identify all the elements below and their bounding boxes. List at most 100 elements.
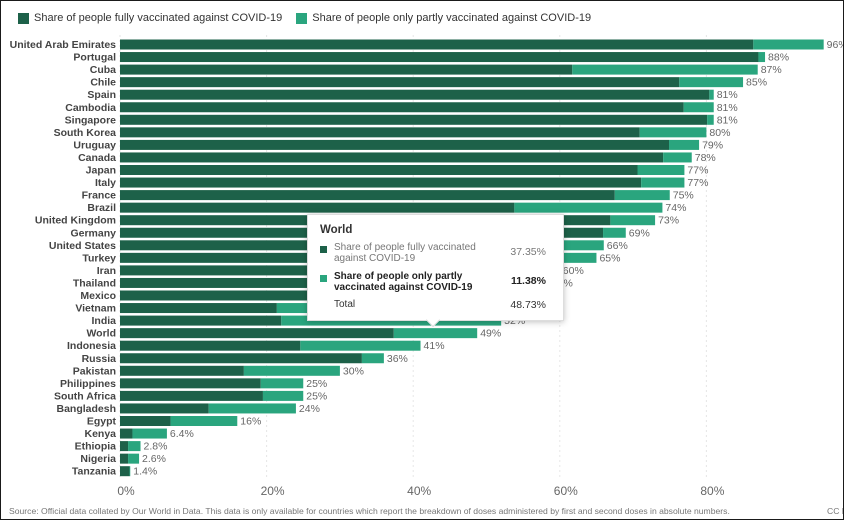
bar-partly-vaccinated[interactable] bbox=[132, 428, 167, 439]
bar-partly-vaccinated[interactable] bbox=[262, 390, 304, 401]
category-label: Mexico bbox=[80, 290, 116, 302]
bar-fully-vaccinated[interactable] bbox=[120, 102, 684, 113]
bar-partly-vaccinated[interactable] bbox=[243, 365, 340, 376]
x-tick-label: 40% bbox=[407, 484, 431, 498]
bar-partly-vaccinated[interactable] bbox=[669, 139, 700, 150]
legend-swatch-partly bbox=[296, 12, 308, 24]
category-label: Egypt bbox=[87, 416, 117, 428]
bar-fully-vaccinated[interactable] bbox=[120, 441, 129, 452]
bar-fully-vaccinated[interactable] bbox=[120, 265, 421, 276]
bar-fully-vaccinated[interactable] bbox=[120, 290, 472, 301]
bar-partly-vaccinated[interactable] bbox=[683, 102, 714, 113]
legend-swatch-fully bbox=[18, 12, 29, 24]
data-label: 49% bbox=[480, 328, 501, 340]
tooltip-total-label: Total bbox=[334, 299, 356, 310]
x-tick-label: 20% bbox=[261, 484, 285, 498]
category-label: Indonesia bbox=[67, 340, 116, 352]
bar-fully-vaccinated[interactable] bbox=[120, 353, 362, 364]
bar-partly-vaccinated[interactable] bbox=[260, 378, 304, 389]
bar-fully-vaccinated[interactable] bbox=[120, 202, 515, 213]
bar-fully-vaccinated[interactable] bbox=[120, 52, 759, 63]
bar-fully-vaccinated[interactable] bbox=[120, 77, 680, 88]
bar-fully-vaccinated[interactable] bbox=[120, 114, 708, 125]
legend-item-fully[interactable]: Share of people fully vaccinated against… bbox=[18, 12, 282, 24]
bar-fully-vaccinated[interactable] bbox=[120, 64, 573, 75]
category-label: Tanzania bbox=[72, 466, 116, 478]
data-label: 25% bbox=[306, 390, 327, 402]
bar-fully-vaccinated[interactable] bbox=[120, 378, 261, 389]
category-label: United Kingdom bbox=[35, 215, 116, 227]
bar-partly-vaccinated[interactable] bbox=[541, 252, 597, 263]
bar-partly-vaccinated[interactable] bbox=[208, 403, 296, 414]
category-label: Japan bbox=[86, 165, 116, 177]
category-label: India bbox=[91, 315, 116, 327]
bar-partly-vaccinated[interactable] bbox=[545, 240, 604, 251]
bar-partly-vaccinated[interactable] bbox=[603, 227, 626, 238]
bar-fully-vaccinated[interactable] bbox=[120, 390, 263, 401]
bar-partly-vaccinated[interactable] bbox=[393, 328, 478, 339]
bar-partly-vaccinated[interactable] bbox=[614, 190, 670, 201]
data-label: 77% bbox=[687, 177, 708, 189]
bar-fully-vaccinated[interactable] bbox=[120, 303, 277, 314]
data-label: 30% bbox=[343, 365, 364, 377]
bar-fully-vaccinated[interactable] bbox=[120, 416, 171, 426]
tooltip-total-value: 48.73% bbox=[510, 299, 546, 311]
category-label: Russia bbox=[82, 353, 117, 365]
category-label: Philippines bbox=[60, 378, 116, 390]
bar-partly-vaccinated[interactable] bbox=[300, 340, 421, 351]
bar-partly-vaccinated[interactable] bbox=[663, 152, 692, 163]
bar-fully-vaccinated[interactable] bbox=[120, 190, 615, 201]
category-label: Turkey bbox=[82, 252, 116, 264]
tooltip-value-partly: 11.38% bbox=[510, 275, 546, 287]
data-label: 78% bbox=[695, 152, 716, 164]
data-label: 60% bbox=[563, 265, 584, 277]
bar-fully-vaccinated[interactable] bbox=[120, 453, 129, 464]
bar-partly-vaccinated[interactable] bbox=[128, 441, 141, 452]
category-label: Canada bbox=[78, 152, 116, 164]
bar-partly-vaccinated[interactable] bbox=[129, 466, 131, 477]
data-label: 88% bbox=[768, 52, 789, 64]
bar-partly-vaccinated[interactable] bbox=[707, 114, 714, 125]
bar-partly-vaccinated[interactable] bbox=[641, 177, 685, 188]
bar-fully-vaccinated[interactable] bbox=[120, 127, 640, 138]
bar-partly-vaccinated[interactable] bbox=[514, 202, 663, 213]
data-label: 81% bbox=[717, 102, 738, 114]
data-label: 73% bbox=[658, 215, 679, 227]
legend-item-partly[interactable]: Share of people only partly vaccinated a… bbox=[296, 12, 591, 24]
bar-fully-vaccinated[interactable] bbox=[120, 315, 282, 326]
bar-fully-vaccinated[interactable] bbox=[120, 89, 710, 100]
bar-partly-vaccinated[interactable] bbox=[639, 127, 707, 138]
category-label: Cambodia bbox=[65, 102, 116, 114]
bar-partly-vaccinated[interactable] bbox=[679, 77, 744, 88]
bar-partly-vaccinated[interactable] bbox=[610, 215, 656, 226]
tooltip-value-fully: 37.35% bbox=[510, 246, 546, 258]
bar-partly-vaccinated[interactable] bbox=[170, 416, 238, 426]
source-note: Source: Official data collated by Our Wo… bbox=[9, 506, 730, 516]
data-label: 80% bbox=[709, 127, 730, 139]
bar-partly-vaccinated[interactable] bbox=[637, 165, 685, 175]
bar-partly-vaccinated[interactable] bbox=[128, 453, 140, 464]
category-label: Germany bbox=[70, 227, 116, 239]
bar-fully-vaccinated[interactable] bbox=[120, 39, 754, 50]
bar-fully-vaccinated[interactable] bbox=[120, 139, 670, 150]
bar-partly-vaccinated[interactable] bbox=[753, 39, 824, 50]
bar-fully-vaccinated[interactable] bbox=[120, 466, 130, 477]
bar-partly-vaccinated[interactable] bbox=[709, 89, 714, 100]
data-label: 36% bbox=[387, 353, 408, 365]
bar-fully-vaccinated[interactable] bbox=[120, 165, 638, 175]
bar-fully-vaccinated[interactable] bbox=[120, 365, 244, 376]
bar-partly-vaccinated[interactable] bbox=[572, 64, 758, 75]
category-label: South Korea bbox=[54, 127, 117, 139]
bar-partly-vaccinated[interactable] bbox=[361, 353, 384, 364]
bar-partly-vaccinated[interactable] bbox=[758, 52, 766, 63]
data-label: 24% bbox=[299, 403, 320, 415]
bar-fully-vaccinated[interactable] bbox=[120, 340, 301, 351]
bar-fully-vaccinated[interactable] bbox=[120, 403, 209, 414]
category-label: Nigeria bbox=[80, 453, 116, 465]
tooltip-label-partly: Share of people only partly vaccinated a… bbox=[334, 271, 473, 293]
bar-fully-vaccinated[interactable] bbox=[120, 328, 394, 339]
bar-fully-vaccinated[interactable] bbox=[120, 152, 664, 163]
bar-fully-vaccinated[interactable] bbox=[120, 428, 133, 439]
category-label: France bbox=[82, 190, 117, 202]
bar-fully-vaccinated[interactable] bbox=[120, 177, 642, 188]
